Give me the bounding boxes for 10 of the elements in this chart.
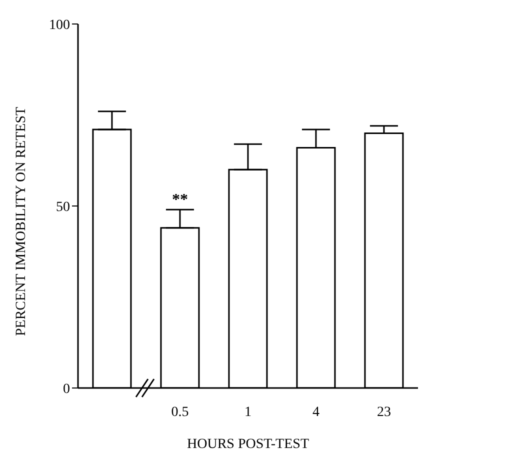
- x-tick-label: 23: [377, 404, 391, 420]
- x-tick-label: 1: [244, 404, 252, 420]
- y-axis-title: PERCENT IMMOBILITY ON RETEST: [14, 106, 29, 336]
- y-tick-label: 100: [49, 18, 70, 33]
- annotation: **: [172, 192, 188, 209]
- x-tick-label: 4: [312, 404, 320, 420]
- x-axis-title: HOURS POST-TEST: [186, 437, 310, 452]
- x-tick-label: 0.5: [171, 404, 189, 420]
- y-tick-label: 50: [56, 200, 70, 215]
- y-tick-label: 0: [63, 382, 70, 397]
